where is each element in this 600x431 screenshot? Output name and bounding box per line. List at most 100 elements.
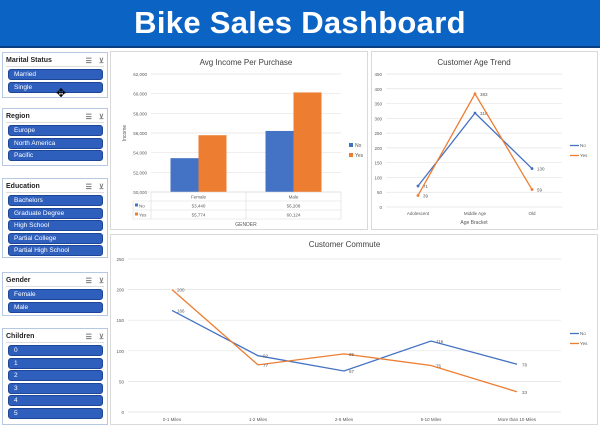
y-tick-label: 300 (374, 116, 382, 121)
data-point (473, 111, 477, 115)
slicer-item[interactable]: 5 (8, 407, 103, 419)
slicer-education: Education ☰ ⊻ Bachelors Graduate Degree High … (2, 178, 108, 258)
slicer-item[interactable]: 1 (8, 357, 103, 369)
customer-commute-chart[interactable]: Customer Commute 0 50 100 150 200 250 0-1 Miles… (110, 234, 598, 425)
legend-label: No (355, 143, 362, 149)
clear-filter-icon[interactable]: ⊻ (98, 183, 104, 191)
slicer-item[interactable]: 4 (8, 395, 103, 407)
x-category-label: 2-5 Miles (335, 417, 354, 422)
x-axis-title: GENDER (235, 222, 257, 228)
line-series-yes (171, 289, 518, 393)
slicer-title: Marital Status (6, 57, 52, 64)
data-label: 95 (349, 352, 355, 357)
data-label: 92 (263, 354, 269, 359)
bar-yes-female (198, 135, 227, 192)
clear-filter-icon[interactable]: ⊻ (98, 333, 104, 341)
avg-income-chart[interactable]: Avg Income Per Purchase 50,000 52,000 54,00… (110, 51, 368, 230)
x-category-label: 0-1 Miles (163, 417, 182, 422)
y-tick-label: 50,000 (133, 190, 147, 195)
y-tick-label: 100 (374, 175, 382, 180)
slicer-header: Region ☰ ⊻ (6, 111, 104, 123)
y-tick-label: 62,000 (133, 72, 147, 77)
x-category-label: 5-10 Miles (421, 417, 443, 422)
slicer-item[interactable]: 2 (8, 370, 103, 382)
table-value: 53,440 (192, 204, 206, 209)
data-label: 76 (436, 363, 442, 368)
legend-label: Yes (580, 341, 588, 346)
slicer-item[interactable]: Partial High School (8, 245, 103, 257)
data-point (530, 167, 534, 170)
y-tick-label: 52,000 (133, 170, 147, 175)
clear-filter-icon[interactable]: ⊻ (98, 277, 104, 285)
slicer-item[interactable]: Bachelors (8, 195, 103, 206)
data-label: 383 (480, 92, 488, 97)
y-tick-label: 0 (379, 205, 382, 210)
y-tick-label: 56,000 (133, 131, 147, 136)
line-series-yes (417, 92, 533, 196)
clear-filter-icon[interactable]: ⊻ (98, 57, 104, 65)
slicer-region: Region ☰ ⊻ Europe North America Pacific (2, 108, 108, 166)
slicer-header: Education ☰ ⊻ (6, 181, 104, 193)
multi-select-icon[interactable]: ☰ (85, 333, 92, 341)
slicer-item[interactable]: 3 (8, 382, 103, 394)
slicer-gender: Gender ☰ ⊻ Female Male (2, 272, 108, 316)
chart-title: Avg Income Per Purchase (200, 58, 293, 67)
customer-age-trend-chart[interactable]: Customer Age Trend 0 50 100 150 200 250 300 350 4… (371, 51, 598, 230)
legend-label: Yes (355, 153, 364, 159)
slicer-item[interactable]: Graduate Degree (8, 207, 103, 219)
slicer-item[interactable]: Single (8, 81, 103, 93)
slicer-children: Children ☰ ⊻ 0 1 2 3 4 5 (2, 328, 108, 425)
x-axis-title: Age Bracket (460, 220, 488, 226)
chart-title: Customer Age Trend (437, 58, 510, 67)
x-category-label: Adolescent (407, 211, 430, 216)
y-tick-label: 50 (377, 190, 383, 195)
clear-filter-icon[interactable]: ⊻ (98, 113, 104, 121)
data-label: 39 (423, 193, 429, 198)
multi-select-icon[interactable]: ☰ (85, 183, 92, 191)
table-series-label: Yes (139, 213, 147, 218)
y-tick-label: 150 (374, 161, 382, 166)
x-category-label: More than 10 Miles (498, 417, 537, 422)
data-label: 71 (423, 184, 429, 189)
multi-select-icon[interactable]: ☰ (85, 57, 92, 65)
y-tick-label: 54,000 (133, 151, 147, 156)
table-value: 60,124 (287, 213, 301, 218)
table-value: 55,774 (192, 213, 206, 218)
multi-select-icon[interactable]: ☰ (85, 277, 92, 285)
data-point (473, 92, 477, 96)
slicer-title: Gender (6, 277, 31, 284)
data-label: 130 (537, 167, 545, 172)
data-point (416, 194, 420, 197)
slicer-item[interactable]: Married (8, 69, 103, 80)
legend-label: No (580, 331, 586, 336)
data-label: 77 (263, 363, 269, 368)
x-category-label: Middle Age (464, 211, 487, 216)
slicer-item[interactable]: Male (8, 301, 103, 313)
dashboard-header: Bike Sales Dashboard (0, 0, 600, 48)
data-point (416, 184, 420, 188)
multi-select-icon[interactable]: ☰ (85, 113, 92, 121)
y-tick-label: 450 (374, 72, 382, 77)
slicer-header: Gender ☰ ⊻ (6, 275, 104, 287)
y-tick-label: 100 (116, 349, 124, 354)
legend-label: No (580, 143, 586, 148)
data-label: 59 (537, 188, 543, 193)
y-tick-label: 350 (374, 102, 382, 107)
slicer-item[interactable]: North America (8, 137, 103, 149)
slicer-item[interactable]: Female (8, 289, 103, 300)
slicer-item[interactable]: Pacific (8, 150, 103, 162)
y-tick-label: 400 (374, 87, 382, 92)
data-label: 116 (436, 339, 444, 344)
slicer-item[interactable]: Europe (8, 125, 103, 136)
y-axis-title: Income (122, 125, 128, 142)
x-category-label: Male (289, 195, 299, 200)
x-category-label: 1-2 Miles (249, 417, 268, 422)
legend-key (135, 203, 138, 207)
data-label: 33 (522, 390, 528, 395)
legend-key (135, 212, 138, 216)
slicer-item[interactable]: High School (8, 220, 103, 232)
data-label: 318 (480, 111, 488, 116)
slicer-item[interactable]: Partial College (8, 232, 103, 244)
slicer-item[interactable]: 0 (8, 345, 103, 356)
bar-yes-male (293, 92, 322, 192)
